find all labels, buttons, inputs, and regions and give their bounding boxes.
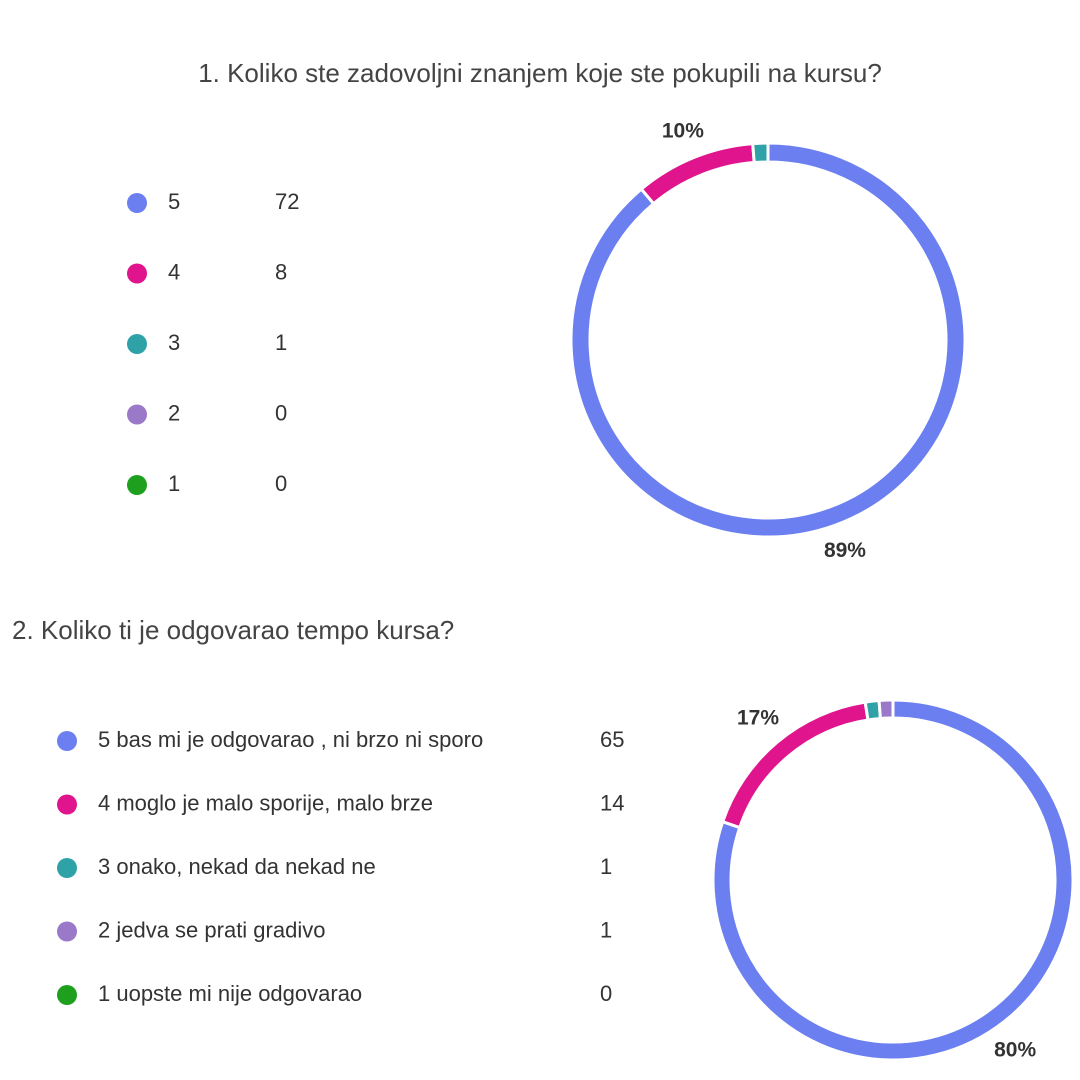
percent-label: 17%	[737, 707, 779, 730]
legend-marker	[127, 193, 147, 213]
legend-marker	[57, 858, 77, 878]
donut-slice	[569, 141, 967, 539]
donut-slice	[639, 141, 756, 206]
chart-title: 2. Koliko ti je odgovarao tempo kursa?	[12, 615, 454, 645]
legend-marker	[127, 263, 147, 284]
legend-marker	[57, 985, 77, 1005]
legend-count: 1	[275, 330, 287, 355]
percent-label: 10%	[662, 119, 704, 142]
legend-count: 14	[600, 790, 624, 815]
legend-marker	[57, 731, 77, 751]
legend-count: 72	[275, 189, 299, 214]
chart-title: 1. Koliko ste zadovoljni znanjem koje st…	[198, 58, 882, 88]
donut-slice	[877, 698, 895, 721]
legend-label: 2	[168, 400, 180, 425]
legend-marker	[127, 475, 147, 495]
legend-count: 1	[600, 854, 612, 879]
legend-label: 2 jedva se prati gradivo	[98, 917, 325, 942]
legend-marker	[57, 794, 77, 815]
legend-label: 3	[168, 330, 180, 355]
percent-label: 80%	[994, 1038, 1036, 1061]
donut-slice	[751, 141, 770, 165]
legend-label: 5 bas mi je odgovarao , ni brzo ni sporo	[98, 727, 483, 752]
legend-count: 65	[600, 727, 624, 752]
legend-label: 4 moglo je malo sporije, malo brze	[98, 790, 433, 815]
legend-marker	[57, 921, 77, 942]
legend-label: 5	[168, 189, 180, 214]
legend-marker	[127, 404, 147, 425]
legend-count: 0	[275, 471, 287, 496]
legend-label: 4	[168, 259, 180, 284]
legend-label: 1 uopste mi nije odgovarao	[98, 981, 362, 1006]
legend-marker	[127, 334, 147, 354]
legend-count: 1	[600, 917, 612, 942]
legend-label: 1	[168, 471, 180, 496]
legend-count: 8	[275, 259, 287, 284]
legend-count: 0	[600, 981, 612, 1006]
legend-count: 0	[275, 400, 287, 425]
legend-label: 3 onako, nekad da nekad ne	[98, 854, 376, 879]
percent-label: 89%	[824, 539, 866, 562]
